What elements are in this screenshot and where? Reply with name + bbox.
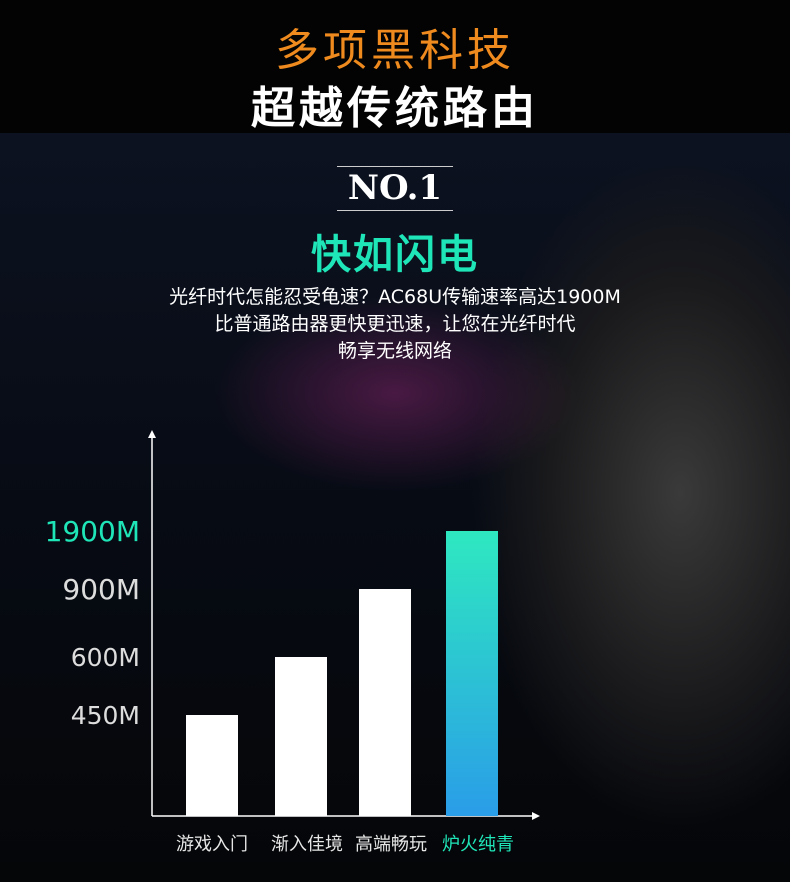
x-axis-arrow-icon (532, 812, 540, 820)
description-line: 畅享无线网络 (337, 340, 452, 362)
x-category-label: 炉火纯青 (442, 834, 514, 855)
bar-1 (186, 715, 238, 816)
header-subtitle: 超越传统路由 (251, 83, 539, 134)
x-category-label: 高端畅玩 (355, 834, 427, 855)
y-tick-label: 600M (70, 643, 140, 672)
y-axis-arrow-icon (148, 430, 156, 438)
header-title: 多项黑科技 (275, 25, 515, 76)
divider (337, 210, 453, 211)
bar-3 (359, 589, 411, 816)
y-tick-label: 900M (62, 573, 140, 606)
description-line: 比普通路由器更快更迅速，让您在光纤时代 (214, 313, 576, 335)
divider (337, 166, 453, 167)
section-badge: NO.1 (347, 168, 443, 208)
x-category-label: 渐入佳境 (271, 834, 343, 855)
bar-2 (275, 657, 327, 816)
description-line: 光纤时代怎能忍受龟速？AC68U传输速率高达1900M (169, 286, 621, 308)
y-tick-label: 450M (70, 701, 140, 730)
section-heading: 快如闪电 (311, 232, 479, 278)
bar-4 (446, 531, 498, 816)
header: 多项黑科技 超越传统路由 (0, 0, 790, 134)
y-tick-label: 1900M (44, 515, 140, 548)
x-category-label: 游戏入门 (176, 834, 248, 855)
